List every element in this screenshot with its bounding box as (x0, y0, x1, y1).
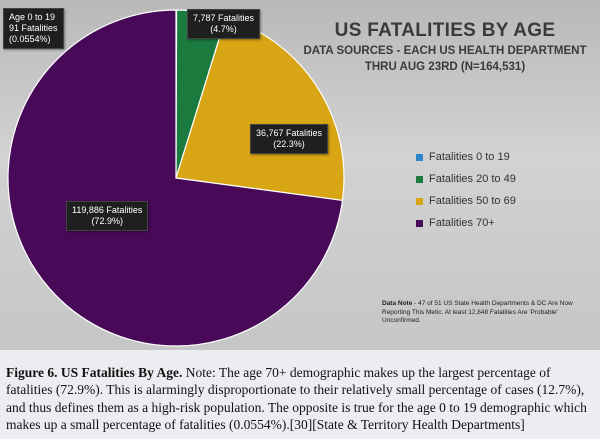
data-label-line: 119,886 Fatalities (72, 205, 143, 215)
data-label-20-49: 7,787 Fatalities (4.7%) (187, 9, 261, 39)
data-note: Data Note - 47 of 51 US State Health Dep… (382, 300, 592, 326)
legend-swatch (416, 153, 423, 161)
data-label-line: 7,787 Fatalities (193, 13, 255, 23)
data-label-50-69: 36,767 Fatalities (22.3%) (250, 124, 329, 154)
legend-label: Fatalities 50 to 69 (429, 195, 516, 207)
chart-subtitle-line-2: THRU AUG 23RD (N=164,531) (364, 61, 526, 73)
legend-item-50-69: Fatalities 50 to 69 (416, 190, 560, 212)
legend-swatch (416, 175, 423, 183)
chart-title: US FATALITIES BY AGE (334, 20, 556, 41)
legend-item-20-49: Fatalities 20 to 49 (416, 168, 560, 190)
chart-subtitle-line-1: DATA SOURCES - EACH US HEALTH DEPARTMENT (303, 45, 587, 57)
chart-legend: Fatalities 0 to 19 Fatalities 20 to 49 F… (416, 146, 560, 234)
caption-label: Figure 6. US Fatalities By Age. (6, 364, 183, 380)
legend-item-0-19: Fatalities 0 to 19 (416, 146, 560, 168)
data-label-line: Age 0 to 19 (9, 12, 56, 22)
legend-label: Fatalities 70+ (429, 217, 495, 229)
data-note-text: - 47 of 51 US State Health Departments &… (382, 300, 573, 324)
legend-swatch (416, 197, 423, 205)
figure-caption: Figure 6. US Fatalities By Age. Note: Th… (6, 364, 596, 434)
data-label-0-19: Age 0 to 19 91 Fatalities (0.0554%) (3, 8, 64, 49)
data-label-line: (0.0554%) (9, 34, 51, 44)
data-label-70-plus: 119,886 Fatalities (72.9%) (66, 201, 149, 231)
caption-text: Note: The age 70+ demographic makes up t… (6, 364, 587, 433)
legend-swatch (416, 219, 423, 227)
data-label-line: 91 Fatalities (9, 23, 58, 33)
data-note-label: Data Note (382, 300, 413, 307)
legend-item-70-plus: Fatalities 70+ (416, 212, 560, 234)
legend-label: Fatalities 0 to 19 (429, 151, 510, 163)
data-label-line: 36,767 Fatalities (256, 128, 323, 138)
chart-figure: US FATALITIES BY AGE DATA SOURCES - EACH… (0, 0, 600, 350)
pie-slice-70-plus (7, 9, 344, 347)
legend-label: Fatalities 20 to 49 (429, 173, 516, 185)
data-label-line: (22.3%) (273, 139, 305, 149)
data-label-line: (72.9%) (91, 216, 123, 226)
data-label-line: (4.7%) (210, 24, 237, 34)
